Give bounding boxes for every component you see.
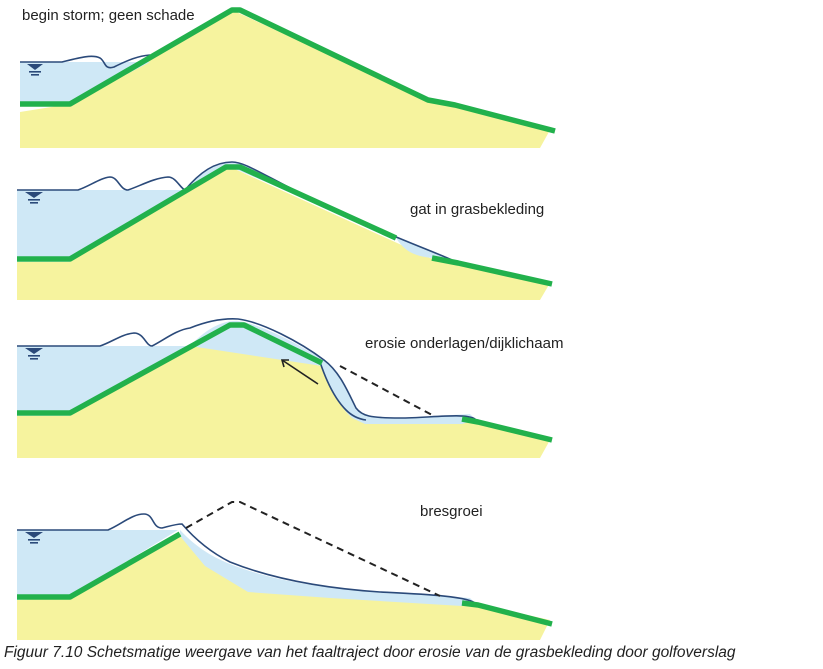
- outer-water: [20, 62, 150, 104]
- water-wave-outline: [17, 513, 477, 605]
- water-level-icon: [25, 532, 43, 544]
- stage-3-panel: erosie onderlagen/dijklichaam: [17, 318, 563, 458]
- dike-body: [17, 323, 550, 458]
- stage-1-panel: begin storm; geen schade: [20, 7, 556, 148]
- overtopping-water-layer: [190, 320, 476, 424]
- stage-3-label: erosie onderlagen/dijklichaam: [365, 335, 563, 352]
- outer-water: [17, 530, 178, 596]
- grass-cover-toe: [461, 600, 553, 627]
- grass-cover: [17, 322, 324, 416]
- original-profile-dashed-line: [185, 501, 441, 597]
- water-level-icon: [25, 348, 43, 360]
- grass-cover-toe: [431, 255, 553, 287]
- water-level-icon: [25, 192, 43, 204]
- grass-cover: [17, 531, 182, 600]
- grass-cover: [17, 164, 398, 262]
- dike-body: [17, 534, 550, 640]
- dike-body: [17, 165, 550, 300]
- stage-2-panel: gat in grasbekleding: [17, 161, 553, 300]
- outer-water: [17, 346, 190, 413]
- stage-4-panel: bresgroei: [17, 501, 553, 640]
- water-wave-outline: [20, 54, 151, 69]
- grass-cover-toe: [461, 416, 553, 443]
- original-profile-dashed-line: [339, 365, 435, 417]
- stage-2-label: gat in grasbekleding: [410, 201, 544, 218]
- water-wave-outline: [17, 318, 477, 421]
- figure-caption: Figuur 7.10 Schetsmatige weergave van he…: [4, 644, 736, 661]
- breach-flow-water: [180, 530, 476, 606]
- water-level-icon: [27, 64, 43, 76]
- erosion-direction-arrow-icon: [280, 359, 319, 385]
- outer-water: [17, 190, 185, 259]
- dike-body: [20, 10, 550, 148]
- scour-hole-outline: [319, 361, 367, 421]
- stage-4-label: bresgroei: [420, 503, 483, 520]
- grass-cover: [20, 7, 556, 134]
- stage-1-label: begin storm; geen schade: [22, 7, 195, 24]
- overtopping-water-layer: [185, 162, 452, 260]
